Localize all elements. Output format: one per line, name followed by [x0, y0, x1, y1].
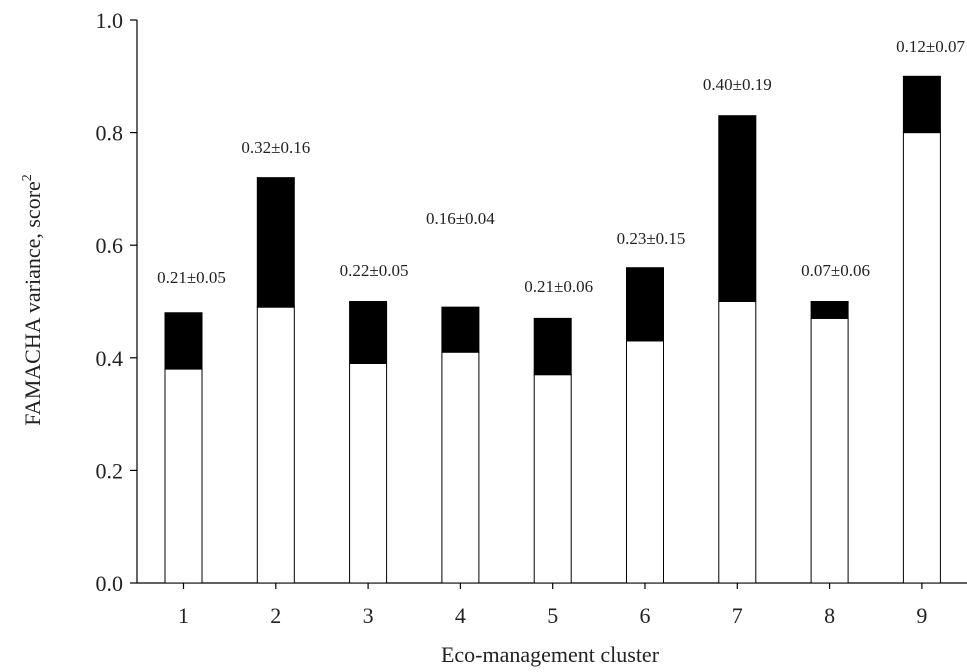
y-tick-label: 0.0: [96, 571, 124, 596]
bar-upper-segment: [902, 75, 941, 134]
data-label: 0.22±0.05: [340, 261, 409, 280]
data-label: 0.21±0.06: [524, 277, 593, 296]
bar-upper-segment: [349, 301, 388, 364]
y-axis-label-superscript: 2: [20, 174, 35, 181]
bar-upper-segment: [533, 317, 572, 376]
x-tick-label: 7: [732, 603, 743, 628]
y-tick-label: 0.2: [96, 458, 124, 483]
bar-upper-segment: [718, 115, 757, 302]
data-label: 0.07±0.06: [801, 261, 870, 280]
bar-lower-segment: [718, 301, 757, 584]
bar-upper-segment: [256, 177, 295, 308]
y-tick-label: 0.6: [96, 233, 124, 258]
data-label: 0.12±0.07: [896, 37, 965, 56]
bar-lower-segment: [533, 374, 572, 584]
bar-lower-segment: [164, 368, 203, 584]
y-axis-label: FAMACHA variance, score2: [20, 174, 45, 426]
x-tick-label: 4: [455, 603, 466, 628]
x-tick-label: 8: [824, 603, 835, 628]
x-tick-label: 3: [363, 603, 374, 628]
x-tick-label: 6: [640, 603, 651, 628]
bar-lower-segment: [626, 340, 664, 584]
y-tick-label: 0.8: [96, 121, 124, 146]
data-label: 0.16±0.04: [426, 209, 495, 228]
bar-upper-segment: [626, 267, 664, 342]
bar-lower-segment: [441, 351, 480, 584]
data-label: 0.40±0.19: [703, 75, 772, 94]
x-tick-label: 1: [178, 603, 189, 628]
data-label: 0.32±0.16: [241, 138, 310, 157]
x-tick-label: 9: [916, 603, 927, 628]
x-tick-label: 5: [547, 603, 558, 628]
y-tick-label: 0.4: [96, 346, 124, 371]
bar-upper-segment: [164, 312, 203, 370]
data-label: 0.21±0.05: [157, 268, 226, 287]
data-label: 0.23±0.15: [617, 229, 686, 248]
y-axis-label-text: FAMACHA variance, score: [20, 181, 45, 426]
plot-area: 0.0 0.2 0.4 0.6 0.8 1.0 1 2 3 4 5 6 7 8 9 0.21±0.05 0.32…: [96, 8, 967, 628]
bar-lower-segment: [349, 362, 388, 584]
y-tick-label: 1.0: [96, 8, 124, 33]
x-axis-label: Eco-management cluster: [441, 642, 660, 667]
bar-lower-segment: [902, 132, 941, 584]
bar-upper-segment: [441, 306, 480, 353]
bar-lower-segment: [810, 317, 849, 584]
x-tick-label: 2: [270, 603, 281, 628]
bar-lower-segment: [256, 306, 295, 584]
bar-upper-segment: [810, 301, 849, 319]
